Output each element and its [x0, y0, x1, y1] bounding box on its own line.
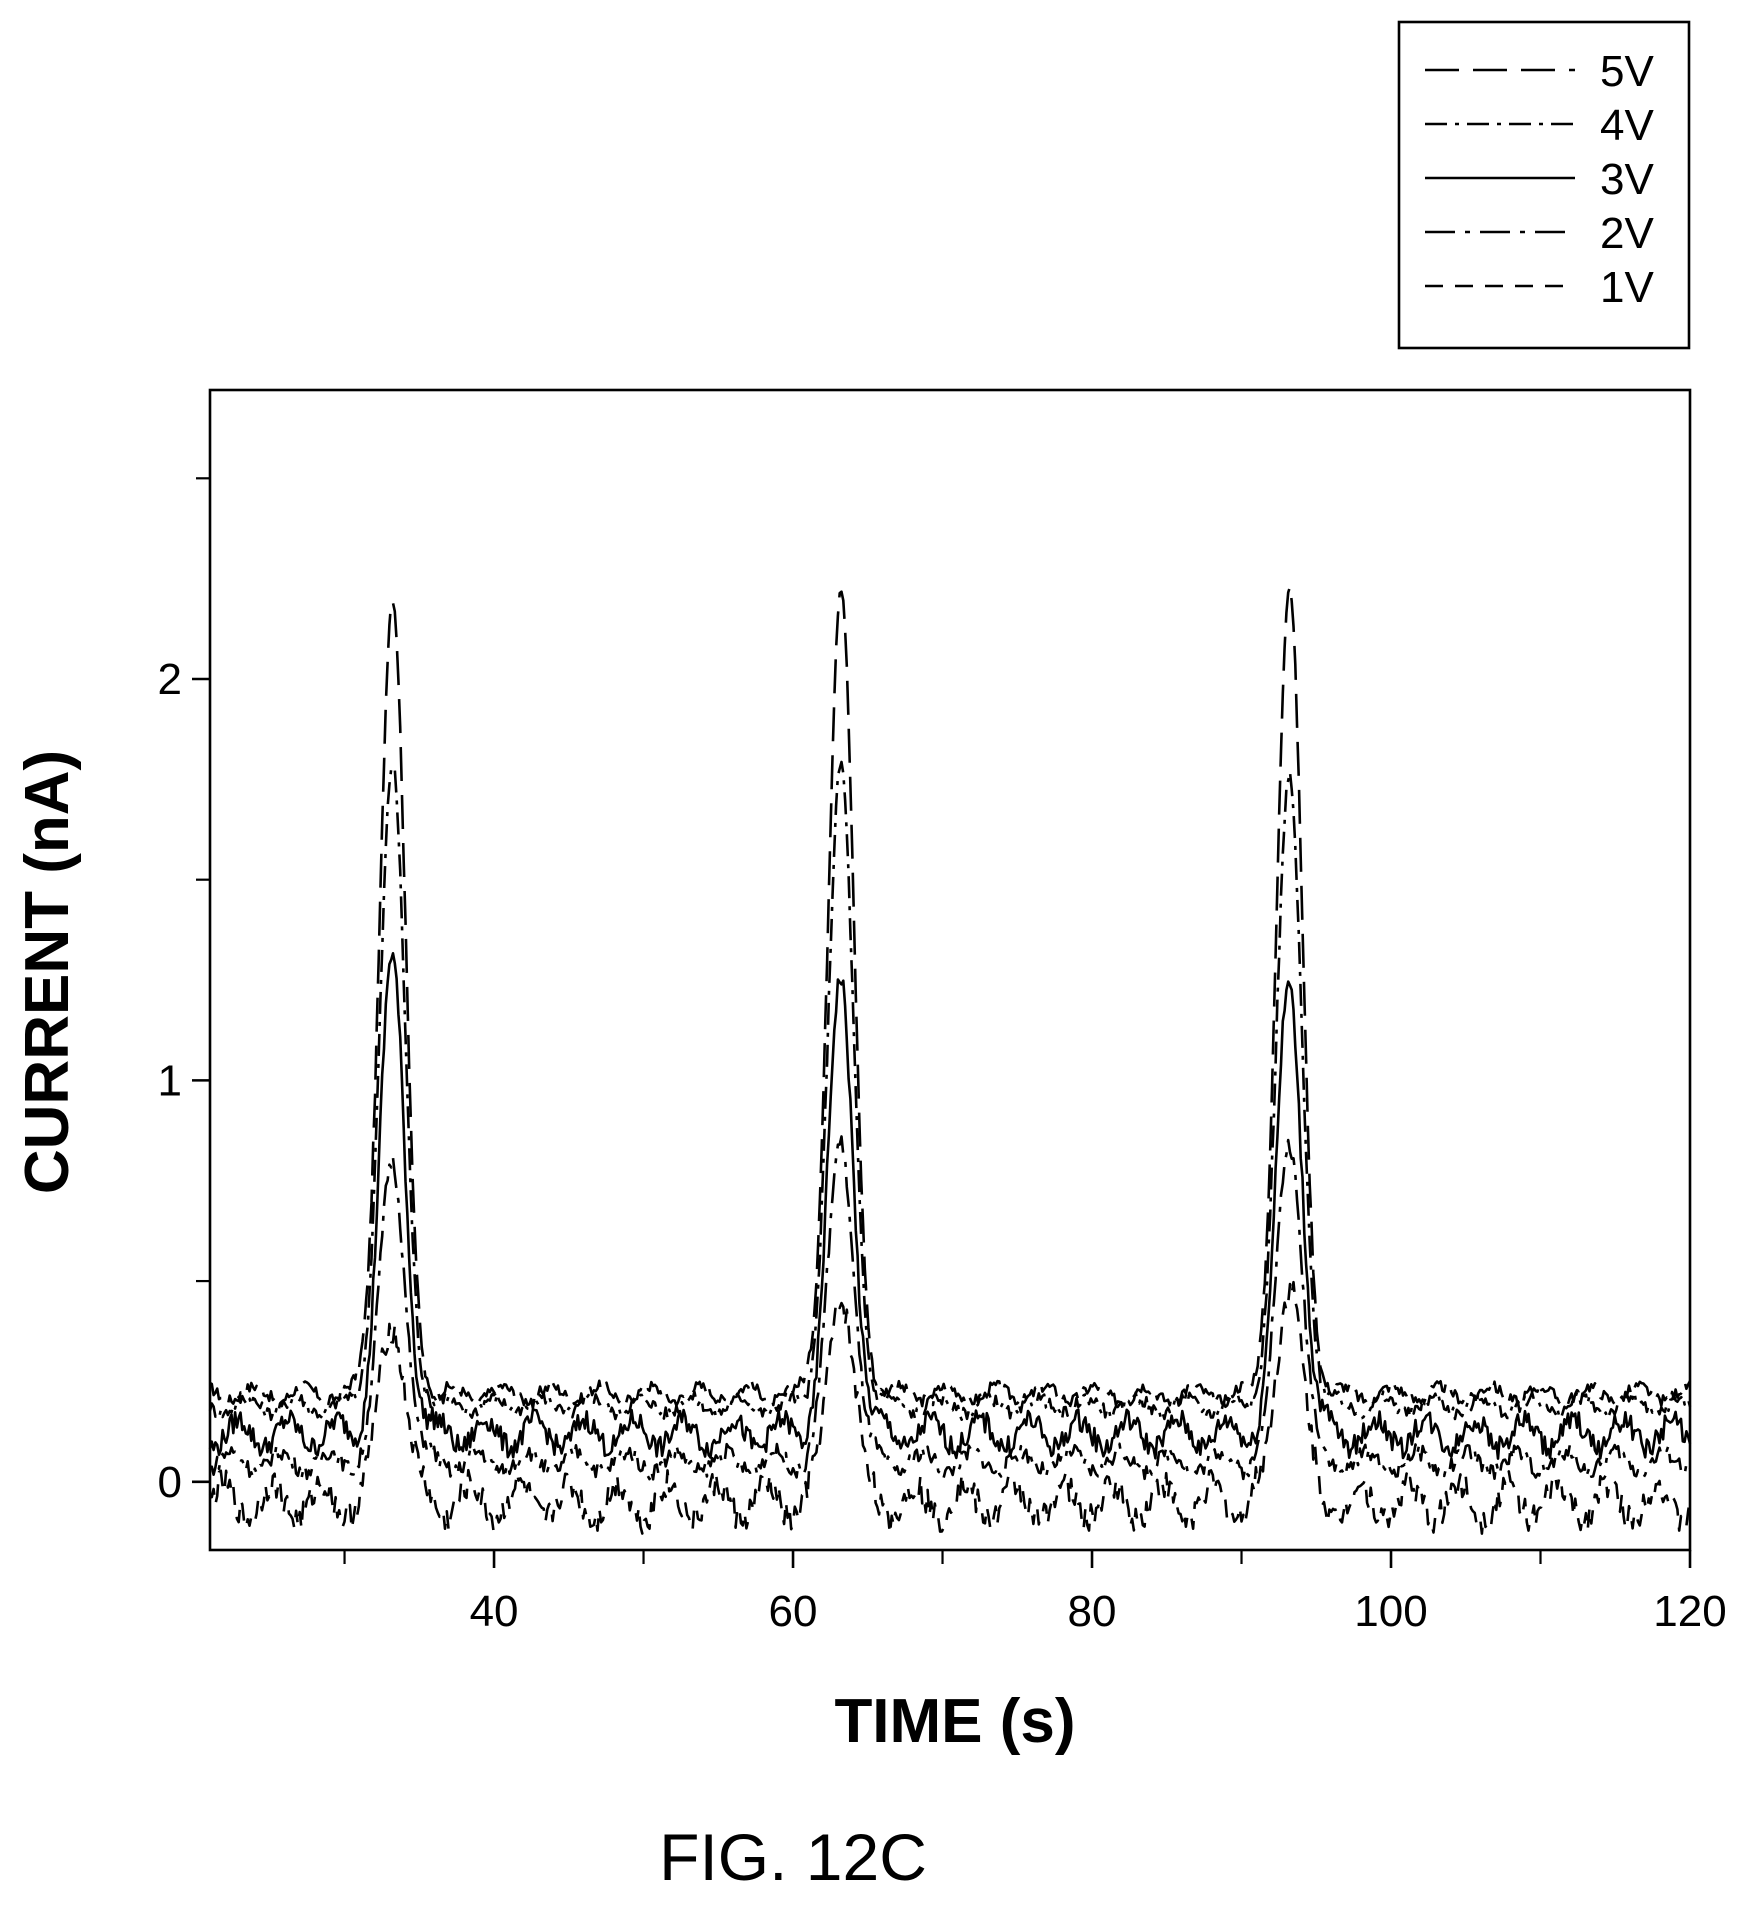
x-tick-label: 120: [1653, 1587, 1726, 1636]
legend-items: 5V 4V 3V 2V 1V: [1425, 47, 1654, 312]
legend-label: 2V: [1600, 209, 1654, 258]
x-tick-label: 100: [1354, 1587, 1427, 1636]
legend-label: 4V: [1600, 101, 1654, 150]
legend-label: 1V: [1600, 263, 1654, 312]
x-axis-title: TIME (s): [834, 1687, 1075, 1756]
figure-caption: FIG. 12C: [659, 1820, 927, 1894]
series-line-1V: [208, 1280, 1692, 1536]
series-line-5V: [209, 585, 1692, 1408]
legend-label: 3V: [1600, 155, 1654, 204]
legend-box: [1397, 20, 1691, 350]
y-tick-label: 2: [158, 655, 182, 704]
x-axis: 40 60 80 100 120: [343, 1550, 1727, 1636]
y-axis-title: CURRENT (nA): [13, 750, 82, 1194]
series-line-2V: [208, 1135, 1691, 1481]
x-tick-label: 80: [1068, 1587, 1117, 1636]
series-line-3V: [208, 952, 1692, 1460]
legend: 5V 4V 3V 2V 1V: [1397, 20, 1691, 350]
plot-area: [208, 388, 1692, 1552]
y-axis: 0 1 2: [158, 477, 210, 1507]
legend-label: 5V: [1600, 47, 1654, 96]
y-tick-label: 0: [158, 1458, 182, 1507]
x-tick-label: 40: [470, 1587, 519, 1636]
x-tick-label: 60: [769, 1587, 818, 1636]
series-layer: [208, 585, 1692, 1536]
y-tick-label: 1: [158, 1056, 182, 1105]
series-line-4V: [208, 760, 1692, 1422]
